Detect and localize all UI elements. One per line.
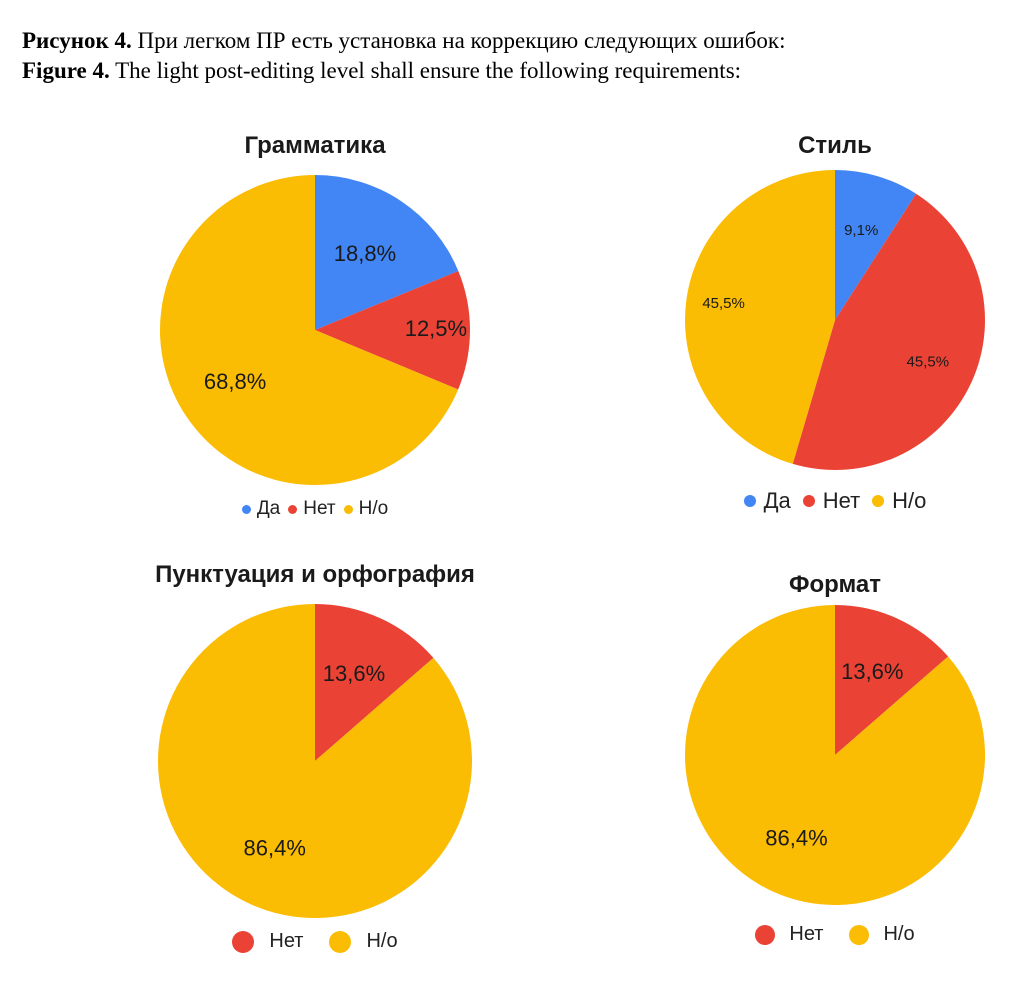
- data-label: 13,6%: [841, 659, 903, 684]
- legend-item: Да: [743, 487, 791, 514]
- caption-en-label: Figure 4.: [22, 58, 110, 83]
- pie-slice-Н/о: [157, 604, 472, 918]
- legend-item: Н/о: [343, 498, 389, 520]
- pie-slice-Да: [835, 170, 917, 320]
- chart-title: Формат: [788, 571, 882, 598]
- pie-slice-Н/о: [159, 175, 459, 486]
- pie-slice-Н/о: [685, 170, 835, 464]
- pie-chart-grammar: Грамматика 18,8% 12,5% 68,8% Да Нет Н/о: [140, 120, 490, 530]
- legend-label: Н/о: [892, 487, 927, 513]
- pie-format-svg: 13,6% 86,4%: [685, 605, 986, 905]
- legend-label: Нет: [269, 930, 304, 953]
- data-label: 12,5%: [405, 316, 467, 341]
- caption-ru: Рисунок 4. При легком ПР есть установка …: [22, 26, 786, 56]
- legend-label: Нет: [789, 923, 824, 946]
- pie-slice-Нет: [315, 270, 470, 390]
- data-label: 68,8%: [204, 369, 266, 394]
- legend-dot-icon: [743, 494, 756, 507]
- legend-dot-icon: [343, 504, 353, 514]
- chart-title: Стиль: [798, 132, 872, 159]
- legend-item: Н/о: [849, 923, 915, 946]
- legend-item: Нет: [232, 930, 303, 953]
- figure-caption: Рисунок 4. При легком ПР есть установка …: [22, 26, 786, 86]
- pie-punctuation-svg: 13,6% 86,4%: [157, 604, 472, 918]
- legend-label: Да: [763, 487, 791, 513]
- pie-style-svg: 9,1% 45,5% 45,5%: [685, 170, 986, 470]
- legend-item: Нет: [802, 487, 861, 514]
- legend-item: Нет: [755, 923, 823, 946]
- chart-legend: Нет Н/о: [660, 923, 1010, 946]
- legend-label: Н/о: [883, 923, 915, 946]
- chart-title: Грамматика: [244, 132, 386, 159]
- legend-dot-icon: [232, 930, 255, 953]
- data-label: 9,1%: [844, 222, 878, 239]
- caption-en: Figure 4. The light post-editing level s…: [22, 56, 786, 86]
- data-label: 45,5%: [702, 295, 745, 312]
- pie-chart-format: Формат 13,6% 86,4% Нет Н/о: [660, 555, 1010, 975]
- caption-ru-label: Рисунок 4.: [22, 28, 132, 53]
- legend-item: Н/о: [872, 487, 926, 514]
- pie-slice-Нет: [835, 605, 949, 755]
- data-label: 18,8%: [334, 241, 396, 266]
- data-label: 86,4%: [765, 825, 827, 850]
- legend-label: Н/о: [366, 930, 398, 953]
- pie-chart-style: Стиль 9,1% 45,5% 45,5% Да Нет Н/о: [660, 120, 1010, 530]
- chart-title: Пунктуация и орфография: [155, 561, 475, 588]
- legend-label: Нет: [303, 498, 336, 519]
- data-label: 86,4%: [244, 835, 306, 860]
- legend-label: Н/о: [358, 498, 389, 519]
- legend-dot-icon: [872, 494, 885, 507]
- legend-item: Да: [241, 498, 281, 520]
- pie-grammar-svg: 18,8% 12,5% 68,8%: [159, 175, 470, 486]
- caption-en-text: The light post-editing level shall ensur…: [109, 58, 742, 83]
- data-label: 13,6%: [323, 661, 385, 686]
- chart-legend: Да Нет Н/о: [140, 498, 490, 520]
- legend-label: Нет: [822, 487, 861, 513]
- legend-dot-icon: [241, 504, 251, 514]
- legend-dot-icon: [755, 924, 776, 945]
- legend-dot-icon: [288, 504, 298, 514]
- pie-slice-Нет: [315, 604, 434, 761]
- chart-legend: Да Нет Н/о: [660, 486, 1010, 514]
- legend-label: Да: [256, 498, 281, 519]
- legend-dot-icon: [849, 924, 870, 945]
- legend-item: Нет: [288, 498, 336, 520]
- chart-legend: Нет Н/о: [110, 930, 520, 953]
- pie-slice-Нет: [792, 193, 986, 470]
- pie-chart-punctuation: Пунктуация и орфография 13,6% 86,4% Нет Н/…: [110, 555, 520, 975]
- pie-slice-Н/о: [685, 605, 986, 905]
- pie-slice-Да: [315, 175, 459, 330]
- legend-dot-icon: [802, 494, 815, 507]
- caption-ru-text: При легком ПР есть установка на коррекци…: [131, 28, 786, 53]
- data-label: 45,5%: [907, 353, 950, 370]
- legend-item: Н/о: [329, 930, 398, 953]
- legend-dot-icon: [329, 930, 352, 953]
